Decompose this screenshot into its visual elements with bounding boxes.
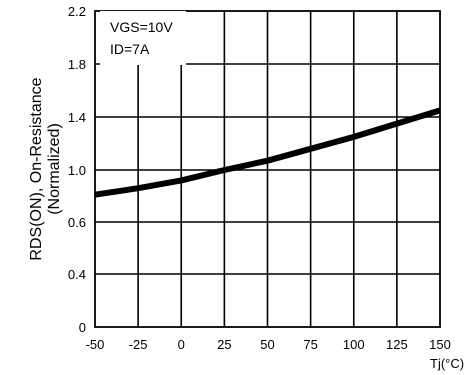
x-tick-label: 75 bbox=[303, 337, 317, 352]
plot-border bbox=[94, 10, 441, 328]
x-tick-label: 150 bbox=[429, 337, 451, 352]
y-axis-label-secondary: (Normalized) bbox=[46, 123, 63, 215]
labels: -50 -25 0 25 50 75 100 125 150 0 0.4 0.6 1.0 1.4 1.8 2.… bbox=[28, 4, 464, 371]
y-tick-label: 0 bbox=[79, 320, 86, 335]
x-tick-label: -50 bbox=[86, 337, 105, 352]
y-tick-label: 1.4 bbox=[68, 110, 86, 125]
annotation-vgs: VGS=10V bbox=[110, 19, 173, 35]
x-tick-label: 0 bbox=[178, 337, 185, 352]
y-tick-label: 1.0 bbox=[68, 163, 86, 178]
series-layer bbox=[94, 107, 441, 198]
x-tick-label: -25 bbox=[129, 337, 148, 352]
x-tick-label: 50 bbox=[260, 337, 274, 352]
y-tick-label: 2.2 bbox=[68, 4, 86, 19]
annotation-box: VGS=10V ID=7A bbox=[100, 11, 186, 65]
y-tick-label: 0.6 bbox=[68, 215, 86, 230]
x-tick-label: 125 bbox=[386, 337, 408, 352]
plot-frame bbox=[94, 10, 441, 328]
series-line bbox=[94, 107, 441, 198]
y-tick-label: 1.8 bbox=[68, 57, 86, 72]
x-axis-unit-label: Tj(°C) bbox=[430, 356, 464, 371]
x-tick-label: 100 bbox=[343, 337, 365, 352]
annotation-box-bg bbox=[100, 11, 186, 65]
y-axis-label: RDS(ON), On-Resistance bbox=[28, 77, 45, 260]
y-tick-label: 0.4 bbox=[68, 267, 86, 282]
annotation-id: ID=7A bbox=[110, 41, 150, 57]
x-tick-label: 25 bbox=[217, 337, 231, 352]
